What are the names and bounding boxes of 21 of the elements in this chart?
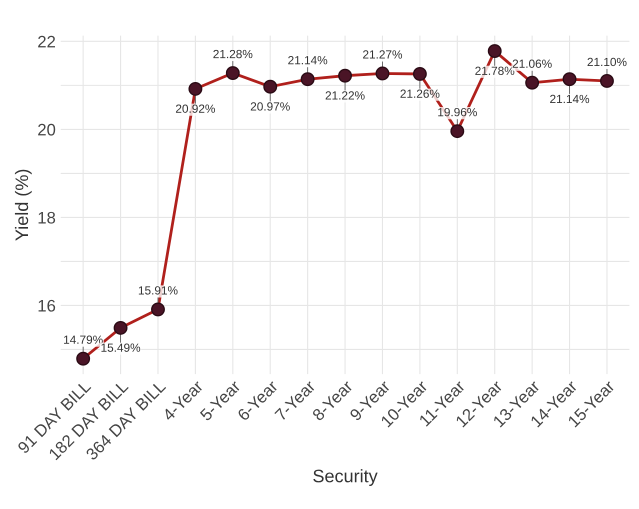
data-label: 19.96%: [438, 108, 477, 116]
data-label: 14.79%: [64, 336, 103, 344]
data-label: 21.14%: [550, 94, 590, 104]
y-tick-label: 22: [38, 36, 56, 48]
data-label: 20.92%: [176, 104, 215, 113]
data-label: 21.06%: [512, 60, 552, 68]
data-label: 15.49%: [101, 343, 140, 352]
data-label: 20.97%: [250, 102, 290, 111]
x-axis-title: Security: [313, 469, 378, 486]
data-label: 21.78%: [475, 66, 514, 75]
data-label: 21.22%: [326, 91, 365, 100]
data-label: 15.91%: [138, 286, 178, 295]
data-label: 21.14%: [288, 56, 328, 64]
y-tick-label: 18: [38, 212, 56, 224]
data-label: 21.10%: [588, 58, 627, 66]
y-axis-title: Yield (%): [14, 170, 32, 241]
y-tick-label: 16: [38, 300, 56, 312]
y-tick-label: 20: [38, 124, 56, 136]
data-label: 21.26%: [400, 90, 440, 98]
data-label: 21.27%: [363, 50, 402, 59]
data-label: 21.28%: [213, 50, 252, 58]
